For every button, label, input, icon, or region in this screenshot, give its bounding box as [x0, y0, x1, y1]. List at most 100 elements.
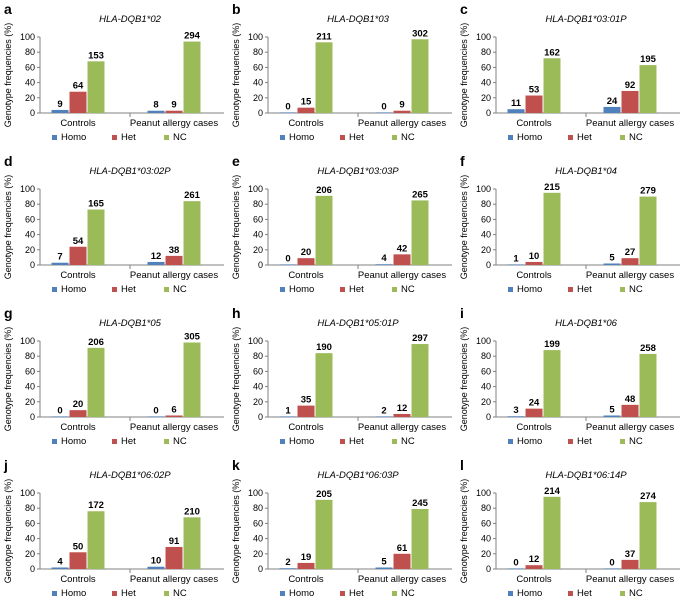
panel-title: HLA-DQB1*06:03P: [317, 470, 399, 481]
data-label: 64: [73, 81, 84, 92]
y-axis-label: Genotype frequencies (%): [459, 327, 469, 432]
y-axis-label: Genotype frequencies (%): [3, 175, 13, 280]
data-label: 210: [184, 506, 200, 517]
legend-swatch-nc: [164, 287, 169, 292]
panel-title: HLA-DQB1*04: [555, 166, 617, 177]
y-tick-label: 40: [25, 230, 35, 240]
data-label: 27: [625, 247, 636, 258]
y-axis-label: Genotype frequencies (%): [231, 479, 241, 584]
y-tick-label: 0: [258, 108, 263, 118]
y-tick-label: 20: [481, 549, 491, 559]
legend-label-homo: Homo: [289, 132, 314, 143]
data-label: 61: [397, 543, 408, 554]
category-label: Controls: [288, 270, 324, 281]
legend-swatch-nc: [392, 591, 397, 596]
y-axis-label: Genotype frequencies (%): [459, 23, 469, 128]
y-tick-label: 40: [253, 230, 263, 240]
category-label: Controls: [516, 422, 552, 433]
data-label: 12: [397, 403, 408, 414]
category-label: Peanut allergy cases: [586, 422, 674, 433]
data-label: 195: [640, 54, 657, 65]
data-label: 35: [301, 395, 312, 406]
data-label: 91: [169, 536, 180, 547]
legend-swatch-het: [112, 135, 117, 140]
legend-swatch-homo: [280, 439, 285, 444]
y-tick-label: 0: [486, 412, 491, 422]
data-label: 20: [73, 399, 84, 410]
data-label: 302: [412, 28, 428, 39]
data-label: 12: [151, 251, 162, 262]
bar-homo: [147, 566, 165, 569]
bar-het: [297, 258, 315, 265]
y-tick-label: 0: [486, 108, 491, 118]
y-tick-label: 80: [481, 503, 491, 513]
y-tick-label: 20: [25, 245, 35, 255]
bar-nc: [639, 353, 657, 417]
bar-het: [525, 261, 543, 265]
bar-nc: [315, 353, 333, 417]
data-label: 6: [171, 404, 176, 415]
data-label: 15: [301, 97, 312, 108]
y-tick-label: 80: [25, 199, 35, 209]
bar-het: [165, 255, 183, 265]
legend-label-nc: NC: [401, 588, 415, 599]
legend-label-homo: Homo: [61, 132, 86, 143]
y-tick-label: 80: [253, 199, 263, 209]
bar-het: [69, 410, 87, 417]
y-tick-label: 60: [481, 62, 491, 72]
legend-label-het: Het: [121, 588, 136, 599]
legend-swatch-nc: [620, 287, 625, 292]
data-label: 0: [285, 253, 290, 264]
y-axis-label: Genotype frequencies (%): [3, 479, 13, 584]
panel-title: HLA-DQB1*03:02P: [89, 166, 171, 177]
y-tick-label: 100: [476, 488, 491, 498]
y-tick-label: 100: [476, 32, 491, 42]
y-tick-label: 60: [481, 366, 491, 376]
legend-label-homo: Homo: [61, 588, 86, 599]
category-label: Controls: [288, 574, 324, 585]
bar-homo: [603, 415, 621, 417]
bar-homo: [507, 568, 525, 569]
legend-label-nc: NC: [173, 588, 187, 599]
data-label: 8: [153, 100, 158, 111]
bar-nc: [639, 196, 657, 265]
y-tick-label: 80: [25, 47, 35, 57]
bar-nc: [411, 344, 429, 417]
bar-het: [621, 404, 639, 417]
panel-letter: f: [460, 153, 465, 169]
chart-panel-e: e HLA-DQB1*03:03P Genotype frequencies (%)…: [228, 152, 456, 304]
bar-het: [165, 110, 183, 113]
chart-panel-i: i HLA-DQB1*06 Genotype frequencies (%) 0 20 4…: [456, 304, 684, 456]
chart-svg-j: j HLA-DQB1*06:02P Genotype frequencies (%)…: [3, 457, 224, 599]
bar-homo: [51, 416, 69, 417]
data-label: 11: [511, 98, 522, 109]
legend-label-nc: NC: [629, 284, 643, 295]
category-label: Controls: [288, 118, 324, 129]
legend-label-homo: Homo: [61, 284, 86, 295]
y-tick-label: 80: [25, 503, 35, 513]
bar-het: [297, 107, 315, 113]
bar-homo: [147, 110, 165, 113]
legend-swatch-nc: [392, 439, 397, 444]
y-tick-label: 0: [30, 564, 35, 574]
legend-label-homo: Homo: [517, 588, 542, 599]
y-tick-label: 100: [248, 184, 263, 194]
y-tick-label: 40: [481, 78, 491, 88]
panel-letter: d: [4, 153, 13, 169]
y-tick-label: 40: [25, 78, 35, 88]
data-label: 4: [381, 253, 387, 264]
data-label: 261: [184, 190, 201, 201]
legend-label-homo: Homo: [289, 436, 314, 447]
data-label: 245: [412, 498, 429, 509]
data-label: 2: [285, 557, 290, 568]
y-tick-label: 80: [253, 47, 263, 57]
y-tick-label: 20: [481, 397, 491, 407]
bar-homo: [603, 106, 621, 113]
legend-swatch-nc: [620, 591, 625, 596]
y-tick-label: 100: [248, 488, 263, 498]
bar-nc: [543, 192, 561, 265]
y-tick-label: 60: [253, 214, 263, 224]
data-label: 38: [169, 245, 180, 256]
bar-het: [69, 552, 87, 569]
data-label: 5: [609, 404, 615, 415]
